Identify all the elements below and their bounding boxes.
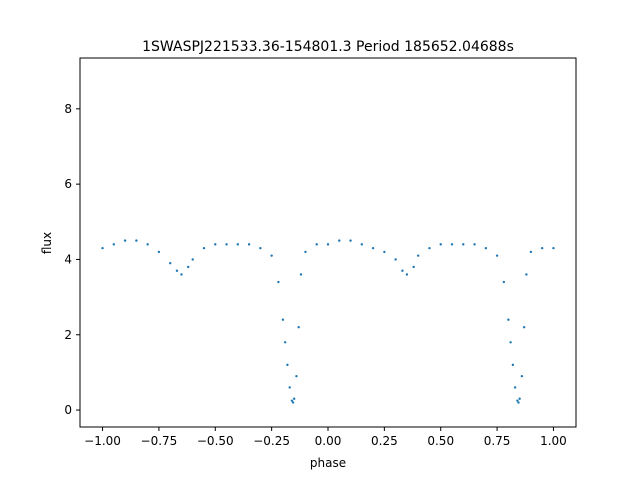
data-point: [191, 258, 194, 261]
data-point: [225, 243, 228, 246]
x-tick-label: −1.00: [84, 434, 121, 448]
data-point: [525, 273, 528, 276]
x-axis-label: phase: [310, 456, 346, 470]
data-point: [292, 397, 296, 400]
data-point: [509, 341, 512, 344]
data-point: [247, 243, 251, 246]
data-point: [428, 246, 431, 250]
data-point: [288, 386, 291, 389]
x-tick-label: 1.00: [540, 434, 567, 448]
data-point: [236, 243, 240, 246]
data-point: [338, 239, 341, 242]
data-point: [291, 401, 295, 404]
data-point: [259, 246, 262, 250]
data-point: [520, 374, 524, 378]
data-point: [516, 399, 519, 402]
data-point: [507, 318, 510, 321]
data-point: [286, 363, 289, 367]
y-tick-label: 8: [64, 102, 72, 116]
data-point: [412, 265, 415, 269]
y-axis-label: flux: [40, 232, 54, 254]
y-tick-label: 2: [64, 328, 72, 342]
x-tick-label: 0.75: [484, 434, 511, 448]
data-point: [168, 262, 172, 265]
data-point: [180, 273, 183, 276]
y-axis-ticks: 0 2 4 6 8: [64, 102, 80, 417]
data-point: [513, 386, 517, 389]
data-point: [146, 243, 149, 246]
y-tick-label: 0: [64, 403, 72, 417]
data-point: [462, 243, 465, 246]
data-point: [297, 326, 300, 329]
data-point: [283, 341, 287, 344]
y-tick-label: 6: [64, 177, 72, 191]
data-point: [394, 258, 397, 261]
data-point: [484, 246, 488, 250]
x-axis-ticks: −1.00 −0.75 −0.50 −0.25 0.00 0.25 0.50 0.75 1.00: [84, 427, 567, 448]
data-point: [450, 243, 454, 246]
x-tick-label: 0.25: [371, 434, 398, 448]
data-point: [101, 246, 104, 250]
data-point: [299, 273, 303, 276]
data-point: [202, 246, 206, 250]
x-tick-label: 0.00: [315, 434, 342, 448]
data-point: [416, 254, 420, 257]
data-point: [401, 269, 404, 272]
x-tick-label: −0.25: [253, 434, 290, 448]
data-point: [112, 243, 116, 246]
data-point: [175, 269, 179, 272]
x-tick-label: −0.75: [141, 434, 178, 448]
data-point: [522, 326, 526, 329]
data-point: [495, 254, 499, 257]
data-point: [157, 250, 161, 254]
data-point: [123, 239, 127, 242]
data-point: [360, 243, 364, 246]
data-point: [371, 246, 375, 250]
data-point: [405, 273, 409, 276]
data-point: [290, 399, 294, 402]
data-point: [552, 246, 555, 250]
data-point: [270, 254, 273, 257]
chart-title: 1SWASPJ221533.36-154801.3 Period 185652.…: [142, 39, 514, 55]
data-point: [349, 239, 352, 242]
x-tick-label: −0.50: [197, 434, 234, 448]
data-point: [135, 239, 138, 242]
x-tick-label: 0.50: [427, 434, 454, 448]
data-point: [187, 265, 190, 269]
data-point: [315, 243, 318, 246]
data-point: [540, 246, 544, 250]
data-point: [511, 363, 515, 367]
data-point: [277, 280, 280, 284]
scatter-points: [101, 239, 555, 404]
data-point: [518, 397, 521, 400]
data-point: [304, 250, 307, 254]
y-tick-label: 4: [64, 252, 72, 266]
data-point: [295, 374, 298, 378]
data-point: [214, 243, 217, 246]
data-point: [326, 243, 330, 246]
data-point: [439, 243, 442, 246]
data-point: [529, 250, 533, 254]
data-point: [473, 243, 476, 246]
data-point: [281, 318, 285, 321]
data-point: [502, 280, 506, 284]
data-point: [517, 401, 520, 404]
data-point: [383, 250, 386, 254]
